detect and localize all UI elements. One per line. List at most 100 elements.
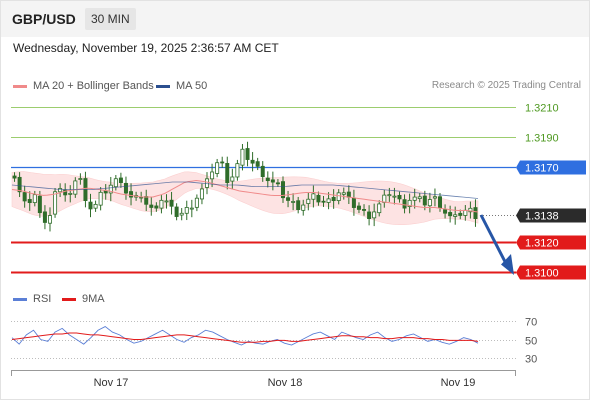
candle-body bbox=[225, 163, 230, 184]
arrow-shaft bbox=[479, 214, 510, 269]
candle-body bbox=[260, 165, 265, 177]
candle bbox=[412, 188, 417, 209]
candle bbox=[123, 176, 128, 200]
candle-body bbox=[53, 191, 58, 215]
candle-body bbox=[432, 196, 437, 199]
candle bbox=[362, 204, 367, 216]
candle-body bbox=[149, 204, 154, 208]
legend-rsi: RSI bbox=[13, 293, 51, 305]
timeframe-button[interactable]: 30 MIN bbox=[85, 8, 136, 30]
rsi-swatch bbox=[13, 297, 27, 301]
candle-body bbox=[351, 197, 356, 208]
candle-body bbox=[453, 214, 458, 217]
candle-body bbox=[42, 211, 47, 223]
candle-body bbox=[382, 194, 387, 203]
candle-body bbox=[245, 148, 250, 160]
candle-body bbox=[240, 148, 245, 166]
candle-body bbox=[473, 207, 478, 219]
candle-body bbox=[159, 199, 164, 209]
candle bbox=[473, 199, 478, 227]
candle bbox=[32, 190, 37, 207]
chart-header: GBP/USD 30 MIN bbox=[1, 1, 589, 37]
candle-body bbox=[47, 215, 52, 224]
candle-body bbox=[108, 184, 113, 194]
candle-body bbox=[199, 188, 204, 200]
candle-body bbox=[210, 171, 215, 180]
ma20-line bbox=[11, 180, 479, 213]
level-text: 1.3210 bbox=[525, 103, 559, 115]
level-tag-bg bbox=[516, 265, 586, 280]
candle bbox=[42, 205, 47, 230]
symbol-label: GBP/USD bbox=[12, 11, 76, 27]
candle bbox=[265, 171, 270, 188]
candle bbox=[453, 206, 458, 225]
candle bbox=[118, 172, 123, 188]
candle-body bbox=[397, 194, 402, 200]
candle-body bbox=[93, 203, 98, 209]
legend-ma50: MA 50 bbox=[156, 80, 207, 92]
candle bbox=[12, 172, 17, 182]
candle-body bbox=[270, 179, 275, 183]
candle bbox=[402, 194, 407, 214]
candle-body bbox=[321, 200, 326, 203]
forecast-arrow bbox=[479, 214, 514, 275]
x-tick-Nov-17: Nov 17 bbox=[94, 377, 129, 389]
candle-body bbox=[220, 161, 225, 164]
candle bbox=[58, 183, 63, 198]
candle bbox=[17, 172, 22, 198]
candle bbox=[205, 172, 210, 195]
candle bbox=[448, 205, 453, 223]
candle-body bbox=[275, 182, 280, 185]
candle-body bbox=[113, 178, 118, 188]
candle-body bbox=[372, 211, 377, 219]
candle-body bbox=[362, 209, 367, 211]
candle bbox=[286, 190, 291, 208]
candle bbox=[280, 176, 285, 203]
candle-body bbox=[331, 196, 336, 201]
candle-body bbox=[463, 209, 468, 216]
candle-body bbox=[129, 191, 134, 198]
candle bbox=[225, 156, 230, 190]
candle-body bbox=[326, 198, 331, 203]
candle-body bbox=[27, 199, 32, 204]
candle-body bbox=[230, 176, 235, 182]
candle bbox=[240, 144, 245, 171]
candle bbox=[367, 205, 372, 226]
candle-body bbox=[301, 204, 306, 211]
candle-body bbox=[78, 178, 83, 180]
candle bbox=[88, 193, 93, 218]
ma20-swatch bbox=[13, 84, 27, 88]
candle bbox=[129, 183, 134, 206]
level-text: 1.3100 bbox=[525, 268, 559, 280]
candle bbox=[235, 159, 240, 181]
candle bbox=[22, 185, 27, 208]
level-text: 1.3120 bbox=[525, 238, 559, 250]
candle-body bbox=[341, 192, 346, 195]
candle-body bbox=[286, 197, 291, 201]
candle-body bbox=[169, 199, 174, 207]
candle bbox=[78, 173, 83, 185]
rsi-tick-30: 30 bbox=[525, 354, 537, 366]
candle bbox=[356, 202, 361, 214]
candle-body bbox=[118, 177, 123, 184]
candle-body bbox=[422, 195, 427, 206]
x-tick-Nov-19: Nov 19 bbox=[441, 377, 476, 389]
candle-body bbox=[63, 189, 68, 196]
candle bbox=[220, 156, 225, 168]
candle-body bbox=[73, 180, 78, 195]
ma20-legend-label: MA 20 + Bollinger Bands bbox=[33, 80, 154, 92]
candle-body bbox=[291, 201, 296, 203]
candle bbox=[427, 192, 432, 213]
candle bbox=[37, 190, 42, 218]
level-tag-bg bbox=[516, 235, 586, 250]
level-tag-bg bbox=[516, 160, 586, 175]
candle-body bbox=[296, 200, 301, 210]
candle-body bbox=[12, 175, 17, 179]
candle bbox=[174, 203, 179, 221]
candle-body bbox=[377, 203, 382, 214]
candle bbox=[179, 208, 184, 221]
candle bbox=[270, 171, 275, 191]
candle-body bbox=[194, 197, 199, 208]
candle bbox=[321, 195, 326, 207]
candle bbox=[230, 168, 235, 190]
